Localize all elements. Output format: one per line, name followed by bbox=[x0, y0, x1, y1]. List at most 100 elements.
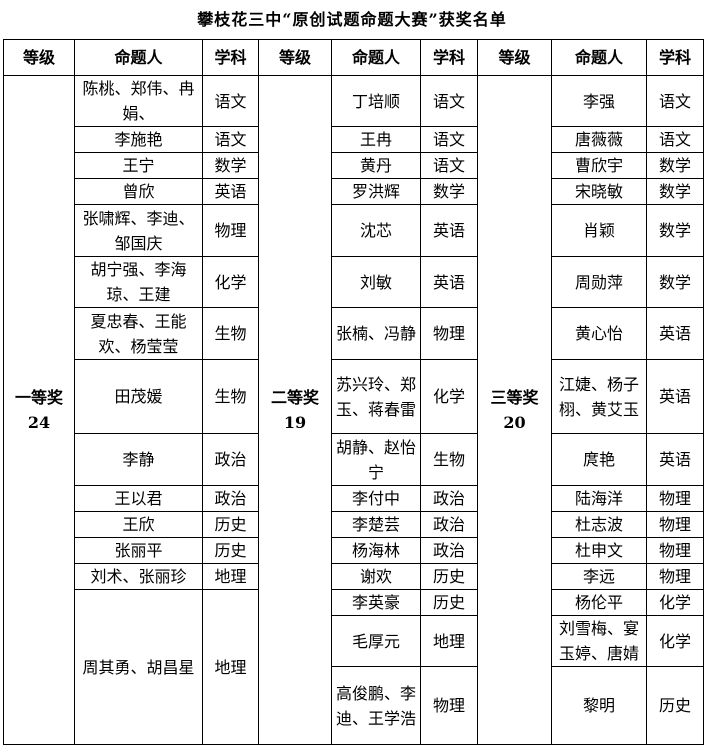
author-cell: 黄丹 bbox=[331, 152, 421, 179]
author-cell: 李英豪 bbox=[331, 589, 421, 616]
author-cell: 黎明 bbox=[551, 666, 647, 745]
table-row: 毛厚元 地理 刘雪梅、宴玉婷、唐婧 化学 bbox=[4, 615, 704, 667]
table-row: 王以君 政治 李付中 政治 陆海洋 物理 bbox=[4, 485, 704, 512]
author-cell: 刘雪梅、宴玉婷、唐婧 bbox=[551, 615, 647, 667]
subject-cell: 政治 bbox=[202, 433, 259, 486]
author-cell: 高俊鹏、李迪、王学浩 bbox=[331, 666, 421, 745]
author-cell: 毛厚元 bbox=[331, 615, 421, 667]
author-cell: 张啸辉、李迪、邹国庆 bbox=[74, 204, 203, 257]
author-cell: 张丽平 bbox=[74, 537, 203, 564]
subject-cell: 化学 bbox=[646, 615, 704, 667]
table-row: 夏忠春、王能欢、杨莹莹 生物 张楠、冯静 物理 黄心怡 英语 bbox=[4, 307, 704, 360]
author-cell: 胡宁强、李海琼、王建 bbox=[74, 256, 203, 308]
header-author: 命题人 bbox=[331, 39, 421, 76]
subject-cell: 生物 bbox=[202, 359, 259, 434]
subject-cell: 英语 bbox=[646, 307, 704, 360]
subject-cell: 生物 bbox=[202, 307, 259, 360]
table-row: 高俊鹏、李迪、王学浩 物理 黎明 历史 bbox=[4, 666, 704, 745]
grade-count: 20 bbox=[503, 413, 526, 432]
table-row: 张啸辉、李迪、邹国庆 物理 沈芯 英语 肖颖 数学 bbox=[4, 204, 704, 257]
subject-cell: 语文 bbox=[420, 75, 478, 127]
subject-cell: 政治 bbox=[420, 511, 478, 538]
grade-cell: 二等奖 19 bbox=[258, 75, 332, 745]
subject-cell: 历史 bbox=[202, 511, 259, 538]
author-cell: 张楠、冯静 bbox=[331, 307, 421, 360]
subject-cell: 生物 bbox=[420, 433, 478, 486]
author-cell: 王以君 bbox=[74, 485, 203, 512]
header-grade: 等级 bbox=[477, 39, 552, 76]
subject-cell: 地理 bbox=[202, 589, 259, 745]
subject-cell: 地理 bbox=[420, 615, 478, 667]
table-row: 李静 政治 胡静、赵怡宁 生物 庹艳 英语 bbox=[4, 433, 704, 486]
author-cell: 曾欣 bbox=[74, 178, 203, 205]
subject-cell: 英语 bbox=[202, 178, 259, 205]
grade-label: 三等奖 bbox=[490, 388, 539, 407]
author-cell: 肖颖 bbox=[551, 204, 647, 257]
author-cell: 李施艳 bbox=[74, 126, 203, 153]
subject-cell: 英语 bbox=[420, 256, 478, 308]
page-title: 攀枝花三中“原创试题命题大赛”获奖名单 bbox=[197, 10, 507, 29]
author-cell: 陆海洋 bbox=[551, 485, 647, 512]
subject-cell: 历史 bbox=[420, 563, 478, 590]
author-cell: 李楚芸 bbox=[331, 511, 421, 538]
subject-cell: 数学 bbox=[646, 256, 704, 308]
grade-count: 19 bbox=[283, 413, 307, 432]
table-row: 一等奖 24 陈桃、郑伟、冉娟、 语文 二等奖 19 丁培顺 语文 三等奖 20 李强 语文 bbox=[3, 75, 704, 745]
table-row: 李施艳 语文 王冉 语文 唐薇薇 语文 bbox=[4, 126, 704, 153]
subject-cell: 数学 bbox=[646, 204, 704, 257]
subject-cell: 语文 bbox=[420, 152, 478, 179]
author-cell: 杨伦平 bbox=[551, 589, 647, 616]
author-cell: 王欣 bbox=[74, 511, 203, 538]
header-subject: 学科 bbox=[420, 39, 478, 76]
author-cell: 王冉 bbox=[331, 126, 421, 153]
subject-cell: 数学 bbox=[202, 152, 259, 179]
subject-cell: 语文 bbox=[646, 126, 704, 153]
author-cell: 周勋萍 bbox=[551, 256, 647, 308]
author-cell: 李静 bbox=[74, 433, 203, 486]
subject-cell: 语文 bbox=[202, 126, 259, 153]
subject-cell: 语文 bbox=[202, 75, 259, 127]
subject-cell: 物理 bbox=[420, 666, 478, 745]
author-cell: 罗洪辉 bbox=[331, 178, 421, 205]
table-row: 刘术、张丽珍 地理 谢欢 历史 李远 物理 bbox=[4, 563, 704, 590]
author-cell: 江婕、杨子栩、黄艾玉 bbox=[551, 359, 647, 434]
subject-cell: 化学 bbox=[202, 256, 259, 308]
author-cell: 沈芯 bbox=[331, 204, 421, 257]
subject-cell: 语文 bbox=[420, 126, 478, 153]
subject-cell: 英语 bbox=[420, 204, 478, 257]
author-cell: 李付中 bbox=[331, 485, 421, 512]
header-grade: 等级 bbox=[258, 39, 332, 76]
table-row: 胡宁强、李海琼、王建 化学 刘敏 英语 周勋萍 数学 bbox=[4, 256, 704, 308]
grade-count: 24 bbox=[27, 413, 51, 432]
subject-cell: 物理 bbox=[202, 204, 259, 257]
subject-cell: 物理 bbox=[420, 307, 478, 360]
author-cell: 唐薇薇 bbox=[551, 126, 647, 153]
subject-cell: 数学 bbox=[646, 178, 704, 205]
subject-cell: 历史 bbox=[646, 666, 704, 745]
grade-label: 二等奖 bbox=[270, 388, 319, 407]
author-cell: 李远 bbox=[551, 563, 647, 590]
header-author: 命题人 bbox=[551, 39, 647, 76]
header-grade: 等级 bbox=[3, 39, 75, 76]
grade-cell: 三等奖 20 bbox=[477, 75, 552, 745]
table-row: 张丽平 历史 杨海林 政治 杜申文 物理 bbox=[4, 537, 704, 564]
author-cell: 谢欢 bbox=[331, 563, 421, 590]
author-cell: 杜志波 bbox=[551, 511, 647, 538]
header-row: 等级 命题人 学科 等级 命题人 学科 等级 命题人 学科 bbox=[3, 39, 704, 76]
subject-cell: 化学 bbox=[420, 359, 478, 434]
author-cell: 田茂媛 bbox=[74, 359, 203, 434]
subject-cell: 英语 bbox=[646, 433, 704, 486]
author-cell: 杜申文 bbox=[551, 537, 647, 564]
subject-cell: 物理 bbox=[646, 537, 704, 564]
author-cell: 曹欣宇 bbox=[551, 152, 647, 179]
subject-cell: 历史 bbox=[420, 589, 478, 616]
subject-cell: 物理 bbox=[646, 511, 704, 538]
author-cell: 陈桃、郑伟、冉娟、 bbox=[74, 75, 203, 127]
author-cell: 丁培顺 bbox=[331, 75, 421, 127]
author-cell: 夏忠春、王能欢、杨莹莹 bbox=[74, 307, 203, 360]
subject-cell: 政治 bbox=[202, 485, 259, 512]
subject-cell: 政治 bbox=[420, 485, 478, 512]
subject-cell: 数学 bbox=[646, 152, 704, 179]
author-cell: 胡静、赵怡宁 bbox=[331, 433, 421, 486]
author-cell: 刘敏 bbox=[331, 256, 421, 308]
